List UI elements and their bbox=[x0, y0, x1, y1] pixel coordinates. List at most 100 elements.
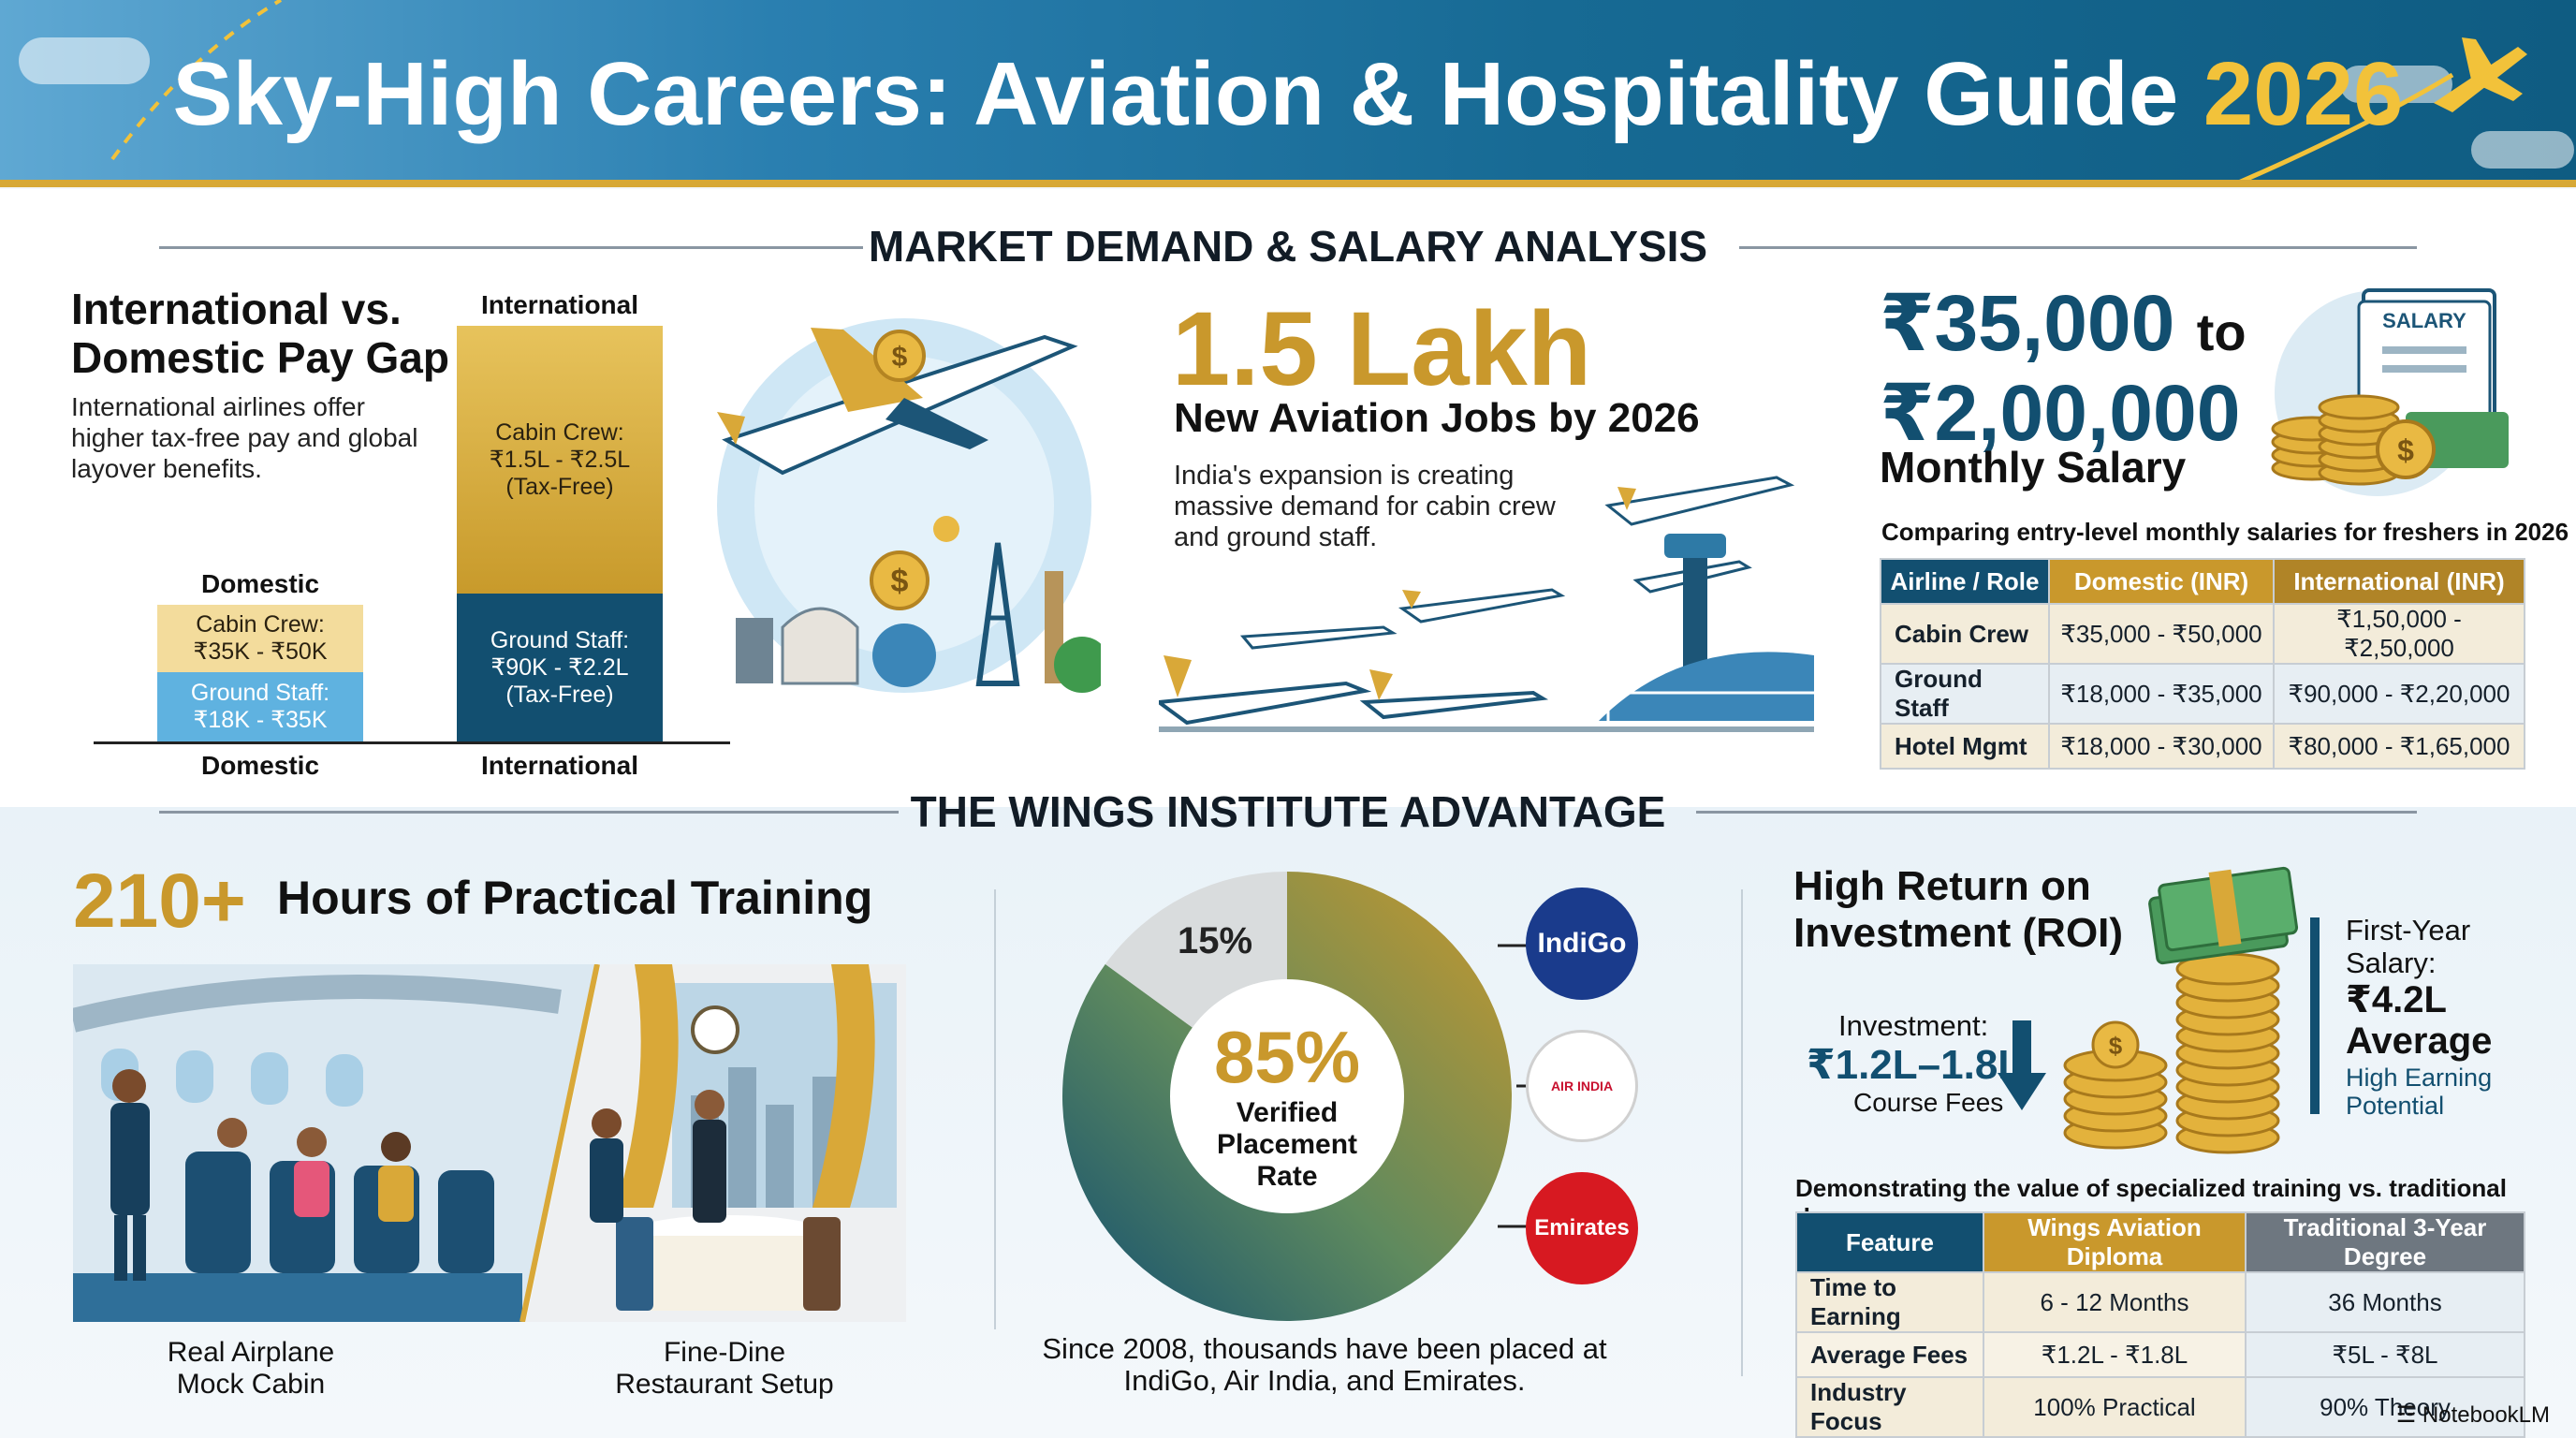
placement-rate-label-line: Rate bbox=[1256, 1161, 1317, 1192]
svg-text:$: $ bbox=[891, 564, 909, 599]
table-header-cell: International (INR) bbox=[2273, 558, 2525, 605]
first-year-value: ₹4.2L Average bbox=[2346, 979, 2493, 1062]
placement-rate-label-line: Placement bbox=[1217, 1129, 1357, 1160]
svg-text:$: $ bbox=[892, 342, 908, 373]
roi-title-line: High Return on bbox=[1793, 863, 2091, 909]
arrow-down-icon bbox=[1998, 1020, 2046, 1110]
advantage-section-title: THE WINGS INSTITUTE ADVANTAGE bbox=[910, 787, 1666, 836]
table-row: Industry Focus 100% Practical 90% Theory bbox=[1795, 1376, 2525, 1438]
bar-international-ground: Ground Staff: ₹90K - ₹2.2L (Tax-Free) bbox=[457, 594, 663, 741]
table-cell: 100% Practical bbox=[1983, 1376, 2247, 1438]
caption-mock-cabin: Real Airplane Mock Cabin bbox=[167, 1337, 335, 1400]
brand-label: NotebookLM bbox=[2422, 1402, 2550, 1428]
donut-label-other: 15% bbox=[1178, 920, 1252, 961]
salary-table: Airline / Role Domestic (INR) Internatio… bbox=[1880, 558, 2525, 770]
bar-domestic-cabin: Cabin Crew: ₹35K - ₹50K bbox=[157, 605, 363, 672]
table-cell: ₹18,000 - ₹35,000 bbox=[2048, 663, 2275, 725]
bar-axis-label-domestic: Domestic bbox=[200, 751, 320, 780]
divider bbox=[994, 889, 996, 1329]
bar-domestic-ground: Ground Staff: ₹18K - ₹35K bbox=[157, 672, 363, 741]
svg-text:$: $ bbox=[2109, 1032, 2123, 1060]
title-year: 2026 bbox=[2203, 44, 2404, 144]
placement-donut-chart: 85% Verified Placement Rate 15% bbox=[1062, 872, 1512, 1321]
bar-baseline bbox=[94, 741, 730, 744]
bar-label-international-top: International bbox=[480, 290, 638, 319]
salary-coins-illustration: SALARY $ bbox=[2271, 288, 2509, 496]
roi-table: Feature Wings Aviation Diploma Tradition… bbox=[1795, 1211, 2525, 1438]
investment-value: ₹1.2L–1.8L bbox=[1807, 1042, 2024, 1088]
header-banner: Sky-High Careers: Aviation & Hospitality… bbox=[0, 0, 2576, 187]
table-cell: ₹18,000 - ₹30,000 bbox=[2048, 723, 2275, 770]
pay-gap-title-line: International vs. bbox=[71, 285, 402, 333]
salary-table-caption: Comparing entry-level monthly salaries f… bbox=[1881, 518, 2569, 546]
cabin-restaurant-illustration bbox=[73, 964, 906, 1322]
salary-max: ₹2,00,000 bbox=[1880, 369, 2241, 457]
jobs-description: India's expansion is creating massive de… bbox=[1174, 461, 1556, 552]
divider bbox=[1696, 811, 2417, 814]
roi-title: High Return on Investment (ROI) bbox=[1793, 863, 2123, 957]
emirates-logo: Emirates bbox=[1526, 1172, 1638, 1284]
training-scene bbox=[73, 964, 906, 1322]
salary-range: ₹35,000 to ₹2,00,000 bbox=[1880, 283, 2247, 453]
table-cell: ₹35,000 - ₹50,000 bbox=[2048, 603, 2275, 665]
table-cell: ₹80,000 - ₹1,65,000 bbox=[2273, 723, 2525, 770]
pay-gap-title: International vs. Domestic Pay Gap bbox=[71, 285, 449, 382]
salary-bar-indicator bbox=[2310, 917, 2320, 1114]
table-cell: ₹1.2L - ₹1.8L bbox=[1983, 1331, 2247, 1378]
table-header-cell: Traditional 3-Year Degree bbox=[2245, 1211, 2525, 1273]
divider bbox=[159, 811, 899, 814]
table-cell: 90% Theory bbox=[2245, 1376, 2525, 1438]
table-cell: Average Fees bbox=[1795, 1331, 1984, 1378]
roi-title-line: Investment (ROI) bbox=[1793, 910, 2124, 956]
market-section-title: MARKET DEMAND & SALARY ANALYSIS bbox=[868, 222, 1708, 271]
table-cell: ₹1,50,000 - ₹2,50,000 bbox=[2273, 603, 2525, 665]
table-cell: Hotel Mgmt bbox=[1880, 723, 2050, 770]
table-cell: ₹5L - ₹8L bbox=[2245, 1331, 2525, 1378]
salary-badge: SALARY bbox=[2382, 309, 2466, 332]
placement-rate: 85% bbox=[1214, 1016, 1360, 1098]
first-year-sub: High Earning Potential bbox=[2346, 1064, 2493, 1120]
table-header-cell: Airline / Role bbox=[1880, 558, 2050, 605]
table-cell: ₹90,000 - ₹2,20,000 bbox=[2273, 663, 2525, 725]
divider bbox=[1741, 889, 1743, 1376]
bar-label-domestic-top: Domestic bbox=[200, 569, 320, 598]
flight-path-decoration bbox=[110, 0, 2454, 187]
indigo-logo: IndiGo bbox=[1526, 888, 1638, 1000]
divider bbox=[159, 246, 863, 249]
table-cell: Industry Focus bbox=[1795, 1376, 1984, 1438]
table-cell: 36 Months bbox=[2245, 1271, 2525, 1333]
table-header-cell: Wings Aviation Diploma bbox=[1983, 1211, 2247, 1273]
table-header-cell: Domestic (INR) bbox=[2048, 558, 2275, 605]
jobs-number: 1.5 Lakh bbox=[1172, 290, 1592, 407]
bar-axis-label-international: International bbox=[480, 751, 638, 780]
money-stack-illustration: $ bbox=[2063, 866, 2299, 1154]
table-header-row: Feature Wings Aviation Diploma Tradition… bbox=[1795, 1211, 2525, 1273]
table-header-cell: Feature bbox=[1795, 1211, 1984, 1273]
caption-restaurant: Fine-Dine Restaurant Setup bbox=[615, 1337, 834, 1400]
divider bbox=[1739, 246, 2417, 249]
pay-gap-title-line: Domestic Pay Gap bbox=[71, 333, 449, 382]
page-title: Sky-High Careers: Aviation & Hospitality… bbox=[172, 44, 2404, 144]
investment-sub: Course Fees bbox=[1853, 1088, 2004, 1117]
cloud-decoration bbox=[19, 37, 150, 84]
table-row: Time to Earning 6 - 12 Months 36 Months bbox=[1795, 1271, 2525, 1333]
notebooklm-brand: ☲ NotebookLM bbox=[2395, 1402, 2550, 1428]
table-cell: Time to Earning bbox=[1795, 1271, 1984, 1333]
placement-note: Since 2008, thousands have been placed a… bbox=[1042, 1332, 1607, 1397]
training-hours: 210+ bbox=[73, 858, 246, 944]
airplane-icon bbox=[2434, 37, 2527, 112]
table-row: Average Fees ₹1.2L - ₹1.8L ₹5L - ₹8L bbox=[1795, 1331, 2525, 1378]
jobs-headline: New Aviation Jobs by 2026 bbox=[1174, 395, 1700, 441]
table-row: Ground Staff ₹18,000 - ₹35,000 ₹90,000 -… bbox=[1880, 663, 2525, 725]
cloud-decoration bbox=[2471, 131, 2574, 169]
pay-gap-description: International airlines offer higher tax-… bbox=[71, 392, 418, 483]
placement-rate-label-line: Verified bbox=[1237, 1097, 1338, 1128]
table-header-row: Airline / Role Domestic (INR) Internatio… bbox=[1880, 558, 2525, 605]
airport-illustration bbox=[1159, 476, 1814, 732]
plane-monuments-illustration: $ $ bbox=[717, 318, 1101, 693]
header-stripe bbox=[0, 180, 2576, 187]
investment-label: Investment: bbox=[1838, 1009, 1989, 1042]
salary-label: Monthly Salary bbox=[1880, 443, 2187, 492]
placement-rate-label: Verified Placement Rate bbox=[1217, 1097, 1357, 1192]
table-row: Cabin Crew ₹35,000 - ₹50,000 ₹1,50,000 -… bbox=[1880, 603, 2525, 665]
